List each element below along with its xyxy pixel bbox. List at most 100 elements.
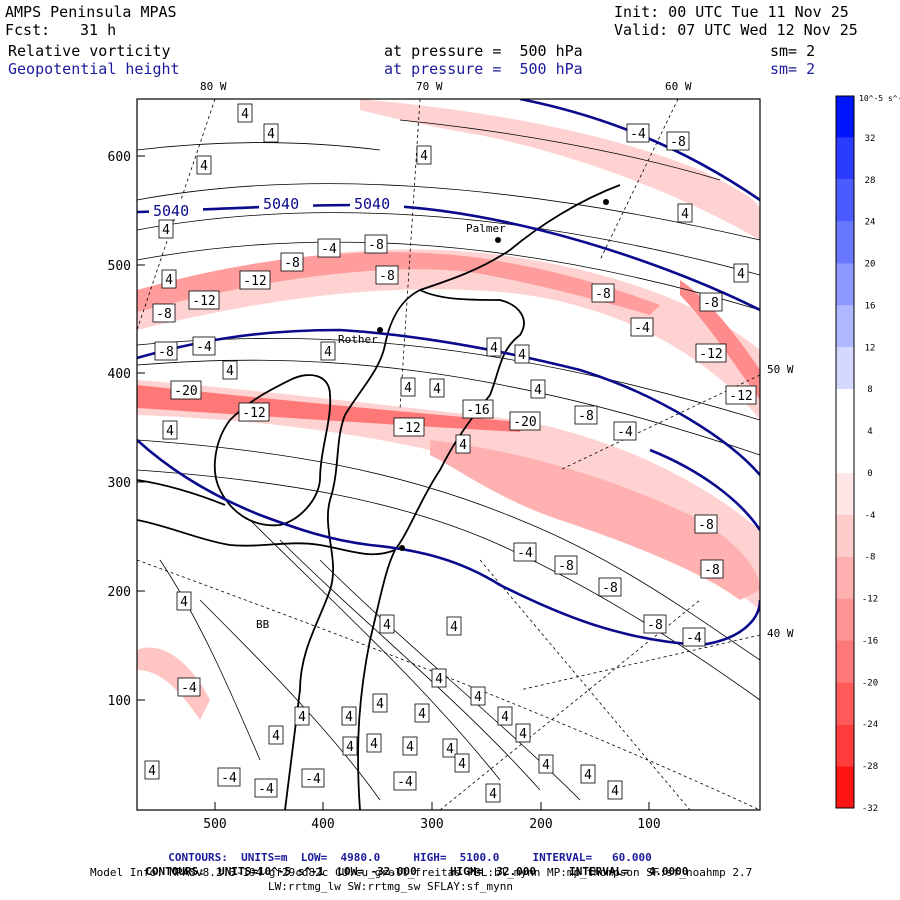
colorbar-swatch — [836, 137, 854, 180]
vorticity-label-box — [416, 145, 432, 165]
vorticity-label-value: 4 — [346, 740, 354, 755]
longitude-labels: 80 W 70 W 60 W 50 W 40 W — [200, 80, 794, 640]
x-tick-400: 400 — [311, 817, 334, 832]
field2-level: at pressure = 500 hPa — [384, 60, 583, 78]
vorticity-label-value: -12 — [397, 421, 420, 436]
colorbar-swatch — [836, 514, 854, 557]
colorbar-swatch — [836, 556, 854, 599]
vorticity-label-value: -8 — [647, 618, 663, 633]
vorticity-label-box — [375, 265, 399, 285]
vorticity-label-value: 4 — [519, 727, 527, 742]
field1-smoothing: sm= 2 — [770, 42, 816, 60]
place-rothera: Rother — [338, 333, 378, 346]
vorticity-label-box — [280, 252, 304, 272]
vorticity-label-value: 4 — [420, 149, 428, 164]
vorticity-label-value: -8 — [670, 135, 686, 150]
vorticity-label-box — [217, 767, 241, 787]
vorticity-label-box — [263, 123, 279, 143]
colorbar-tick-label: 24 — [865, 218, 876, 228]
footer2-low: LOW= -32.000 — [337, 865, 417, 878]
height-label-3: 5040 — [354, 195, 390, 213]
vorticity-label-box — [222, 360, 238, 380]
vorticity-label-box — [666, 131, 690, 151]
vorticity-label-box — [144, 760, 160, 780]
colorbar-tick-label: -8 — [865, 553, 876, 563]
vorticity-label-box — [607, 780, 623, 800]
vorticity-label-value: -4 — [634, 321, 650, 336]
vorticity-label-value: -4 — [630, 127, 646, 142]
y-axis-labels: 600 500 400 300 200 100 — [108, 150, 131, 709]
vorticity-label-value: -4 — [617, 425, 633, 440]
footer1-high: HIGH= 5100.0 — [413, 851, 500, 864]
vorticity-label-value: 4 — [406, 740, 414, 755]
vorticity-label-value: -4 — [686, 631, 702, 646]
colorbar-tick-label: -24 — [862, 720, 878, 730]
vorticity-label-value: -12 — [242, 406, 265, 421]
vorticity-label-value: -4 — [221, 771, 237, 786]
vorticity-band-top — [360, 99, 760, 240]
vorticity-label-box — [643, 614, 667, 634]
colorbar-swatch — [836, 472, 854, 515]
vorticity-label-box — [446, 616, 462, 636]
vorticity-label-box — [393, 771, 417, 791]
vorticity-label-box — [515, 723, 531, 743]
vorticity-label-value: -4 — [321, 242, 337, 257]
x-tick-200: 200 — [529, 817, 552, 832]
vorticity-label-box — [301, 768, 325, 788]
colorbar-tick-label: 32 — [865, 134, 876, 144]
colorbar-swatch — [836, 305, 854, 348]
vorticity-label-value: 4 — [166, 424, 174, 439]
colorbar-swatch — [836, 96, 854, 138]
y-tick-100: 100 — [108, 694, 131, 709]
vorticity-label-box — [497, 706, 513, 726]
colorbar-swatch — [836, 682, 854, 725]
vorticity-label-box — [431, 668, 447, 688]
footer2-prefix: CONTOURS: — [145, 865, 205, 878]
vorticity-label-value: -4 — [305, 772, 321, 787]
vorticity-label-value: 4 — [404, 381, 412, 396]
height-label-1: 5040 — [153, 202, 189, 220]
footer1-low: LOW= 4980.0 — [300, 851, 381, 864]
vorticity-label-box — [454, 753, 470, 773]
vorticity-label-box — [538, 754, 554, 774]
colorbar-tick-label: 0 — [867, 469, 872, 479]
colorbar-tick-label: -20 — [862, 678, 878, 688]
vorticity-label-value: -4 — [181, 681, 197, 696]
lon-60w: 60 W — [665, 80, 692, 93]
x-tick-300: 300 — [420, 817, 443, 832]
colorbar-swatch — [836, 598, 854, 641]
place-names: Palmer Rother BB — [256, 222, 506, 631]
colorbar-tick-label: 8 — [867, 385, 872, 395]
lon-50w: 50 W — [767, 363, 794, 376]
vorticity-label-value: 4 — [433, 382, 441, 397]
y-tick-400: 400 — [108, 367, 131, 382]
height-contour-labels: 5040 5040 5040 — [149, 194, 404, 220]
y-tick-500: 500 — [108, 259, 131, 274]
colorbar-swatch — [836, 389, 854, 432]
vorticity-label-box — [162, 420, 178, 440]
colorbar-tick-label: 20 — [865, 260, 876, 270]
vorticity-label-box — [699, 292, 723, 312]
colorbar-swatch — [836, 263, 854, 306]
colorbar-swatch — [836, 640, 854, 683]
vorticity-label-box — [455, 434, 471, 454]
field1-level: at pressure = 500 hPa — [384, 42, 583, 60]
vorticity-label-box — [700, 559, 724, 579]
vorticity-label-value: 4 — [180, 595, 188, 610]
vorticity-label-box — [429, 378, 445, 398]
colorbar: 32 28 24 20 16 12 8 4 0 -4 -8 -12 -16 -20 -24 -28 -32 — [835, 95, 878, 814]
vorticity-label-box — [733, 263, 749, 283]
vorticity-label-value: 4 — [267, 127, 275, 142]
vorticity-label-value: 4 — [584, 768, 592, 783]
vorticity-label-box — [154, 341, 178, 361]
vorticity-label-value: 4 — [534, 383, 542, 398]
footer-height-line: CONTOURS: UNITS=m LOW= 4980.0 HIGH= 5100… — [155, 838, 652, 864]
vorticity-label-value: 4 — [383, 618, 391, 633]
footer-model-info: Model Info: MPASv8.2.3-194-gf29cd82c CU:… — [90, 866, 753, 879]
vorticity-label-box — [161, 269, 177, 289]
init-time: Init: 00 UTC Tue 11 Nov 25 — [614, 3, 849, 21]
vorticity-label-box — [196, 155, 212, 175]
vorticity-label-value: 4 — [490, 341, 498, 356]
colorbar-tick-label: -12 — [862, 595, 878, 605]
station-dots — [377, 199, 609, 551]
